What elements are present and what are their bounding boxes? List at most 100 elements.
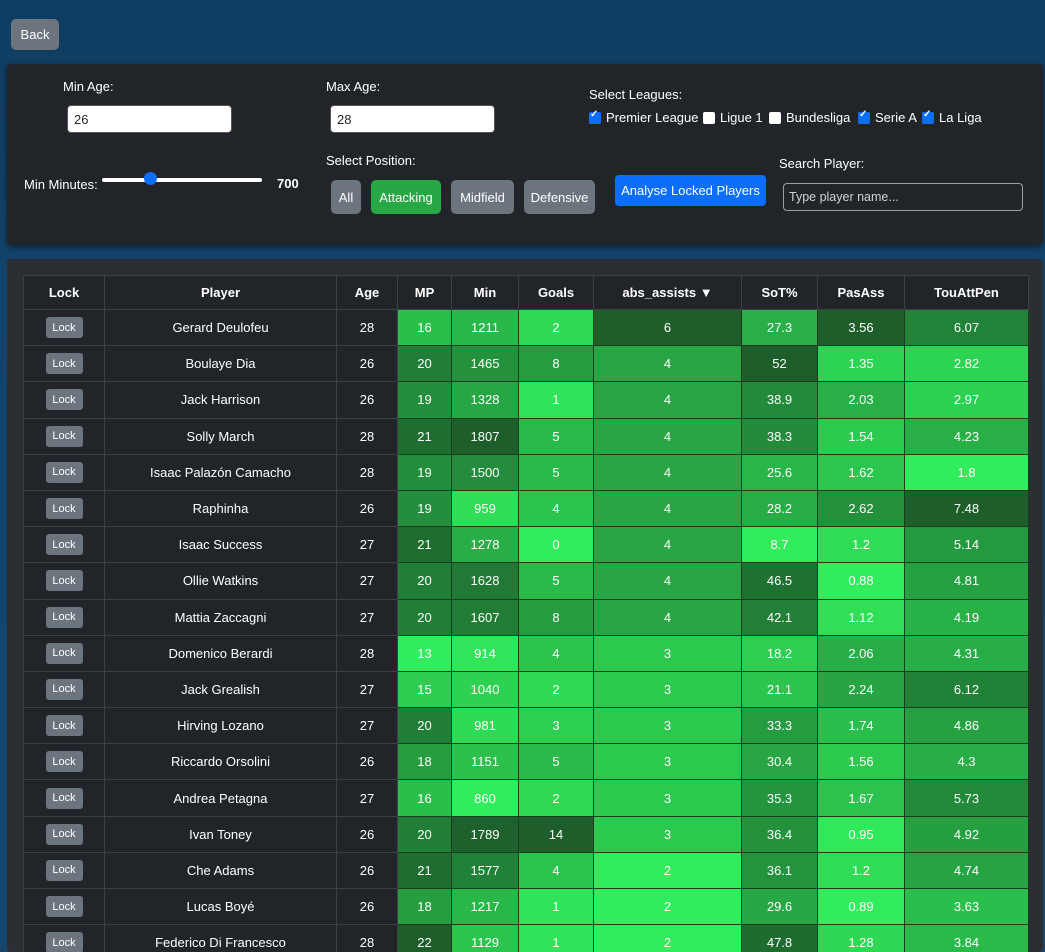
- cell-sot-pct: 30.4: [741, 743, 818, 781]
- cell-mp: 20: [397, 598, 452, 636]
- lock-button[interactable]: Lock: [45, 932, 83, 952]
- lock-button[interactable]: Lock: [45, 896, 83, 918]
- cell-touattpen: 6.07: [904, 308, 1029, 347]
- cell-pasass: 1.67: [817, 779, 905, 817]
- position-all-button[interactable]: All: [331, 180, 361, 214]
- league-checkbox-la-liga[interactable]: La Liga: [922, 109, 982, 125]
- lock-cell: Lock: [23, 345, 105, 383]
- column-header-pasass[interactable]: PasAss: [817, 275, 905, 310]
- column-header-player[interactable]: Player: [104, 275, 337, 310]
- column-header-touattpen[interactable]: TouAttPen: [904, 275, 1029, 310]
- cell-min: 1211: [451, 308, 519, 347]
- cell-mp: 19: [397, 489, 452, 528]
- cell-goals: 4: [518, 634, 594, 672]
- table-header-row: Lock Player Age MP Min Goals abs_assists ▼ SoT%…: [23, 275, 1029, 310]
- max-age-label: Max Age:: [326, 79, 381, 94]
- player-stats-table: Lock Player Age MP Min Goals abs_assists ▼ SoT%…: [23, 275, 1029, 952]
- cell-sot-pct: 52: [741, 345, 818, 383]
- lock-button[interactable]: Lock: [45, 642, 83, 664]
- analyse-locked-players-button[interactable]: Analyse Locked Players: [615, 175, 766, 206]
- league-checkbox-serie-a[interactable]: Serie A: [858, 109, 917, 125]
- cell-mp: 20: [397, 815, 452, 853]
- cell-min: 1465: [451, 345, 519, 383]
- cell-sot-pct: 36.1: [741, 851, 818, 890]
- cell-goals: 8: [518, 598, 594, 636]
- lock-button[interactable]: Lock: [45, 751, 83, 773]
- cell-goals: 14: [518, 815, 594, 853]
- checkbox-icon[interactable]: [703, 111, 715, 124]
- lock-button[interactable]: Lock: [45, 534, 83, 556]
- lock-button[interactable]: Lock: [45, 353, 83, 375]
- checkbox-icon[interactable]: [589, 109, 601, 124]
- lock-button[interactable]: Lock: [45, 715, 83, 737]
- column-header-goals[interactable]: Goals: [518, 275, 594, 310]
- cell-goals: 2: [518, 670, 594, 709]
- column-header-min[interactable]: Min: [451, 275, 519, 310]
- lock-button[interactable]: Lock: [45, 461, 83, 483]
- checkbox-icon[interactable]: [922, 109, 934, 124]
- cell-sot-pct: 8.7: [741, 526, 818, 564]
- league-checkbox-premier-league[interactable]: Premier League: [589, 109, 699, 125]
- league-label: Ligue 1: [720, 110, 763, 125]
- cell-goals: 5: [518, 743, 594, 781]
- league-checkbox-bundesliga[interactable]: Bundesliga: [769, 110, 850, 125]
- column-header-abs-assists[interactable]: abs_assists ▼: [593, 275, 742, 310]
- cell-player: Boulaye Dia: [104, 345, 337, 383]
- table-row: Lock Boulaye Dia 26 20 1465 8 4 52 1.35 2.82: [23, 345, 1029, 383]
- cell-age: 26: [336, 489, 398, 528]
- checkbox-icon[interactable]: [858, 109, 870, 124]
- cell-min: 1789: [451, 815, 519, 853]
- position-midfield-button[interactable]: Midfield: [451, 180, 514, 214]
- league-label: Serie A: [875, 110, 917, 125]
- min-age-input[interactable]: [67, 105, 232, 133]
- cell-touattpen: 7.48: [904, 489, 1029, 528]
- lock-button[interactable]: Lock: [45, 425, 83, 447]
- lock-button[interactable]: Lock: [45, 317, 83, 339]
- lock-button[interactable]: Lock: [45, 678, 83, 700]
- cell-age: 26: [336, 381, 398, 419]
- cell-abs-assists: 6: [593, 308, 742, 347]
- min-minutes-slider-thumb[interactable]: [144, 172, 157, 185]
- cell-min: 959: [451, 489, 519, 528]
- column-header-mp[interactable]: MP: [397, 275, 452, 310]
- cell-player: Riccardo Orsolini: [104, 743, 337, 781]
- cell-pasass: 1.12: [817, 598, 905, 636]
- column-header-age[interactable]: Age: [336, 275, 398, 310]
- cell-abs-assists: 3: [593, 815, 742, 853]
- lock-cell: Lock: [23, 453, 105, 491]
- lock-button[interactable]: Lock: [45, 823, 83, 845]
- cell-pasass: 1.74: [817, 707, 905, 745]
- lock-button[interactable]: Lock: [45, 498, 83, 520]
- cell-min: 1500: [451, 453, 519, 491]
- column-header-sot-pct[interactable]: SoT%: [741, 275, 818, 310]
- cell-mp: 15: [397, 670, 452, 709]
- cell-abs-assists: 4: [593, 598, 742, 636]
- lock-button[interactable]: Lock: [45, 389, 83, 411]
- lock-cell: Lock: [23, 924, 105, 952]
- cell-mp: 21: [397, 851, 452, 890]
- lock-button[interactable]: Lock: [45, 570, 83, 592]
- lock-button[interactable]: Lock: [45, 859, 83, 881]
- back-button[interactable]: Back: [11, 19, 59, 50]
- cell-pasass: 1.56: [817, 743, 905, 781]
- cell-age: 26: [336, 815, 398, 853]
- lock-button[interactable]: Lock: [45, 787, 83, 809]
- lock-button[interactable]: Lock: [45, 606, 83, 628]
- cell-sot-pct: 38.9: [741, 381, 818, 419]
- cell-player: Hirving Lozano: [104, 707, 337, 745]
- cell-player: Isaac Success: [104, 526, 337, 564]
- min-minutes-slider[interactable]: [102, 178, 262, 182]
- cell-abs-assists: 4: [593, 453, 742, 491]
- cell-player: Ivan Toney: [104, 815, 337, 853]
- cell-min: 1129: [451, 924, 519, 952]
- position-defensive-button[interactable]: Defensive: [524, 180, 595, 214]
- max-age-input[interactable]: [330, 105, 495, 133]
- checkbox-icon[interactable]: [769, 111, 781, 124]
- search-player-input[interactable]: [783, 183, 1023, 211]
- cell-pasass: 1.54: [817, 417, 905, 455]
- cell-abs-assists: 2: [593, 924, 742, 952]
- position-attacking-button[interactable]: Attacking: [371, 180, 441, 214]
- league-checkbox-ligue-1[interactable]: Ligue 1: [703, 110, 763, 125]
- lock-cell: Lock: [23, 670, 105, 709]
- table-row: Lock Ollie Watkins 27 20 1628 5 4 46.5 0.88 4.81: [23, 562, 1029, 600]
